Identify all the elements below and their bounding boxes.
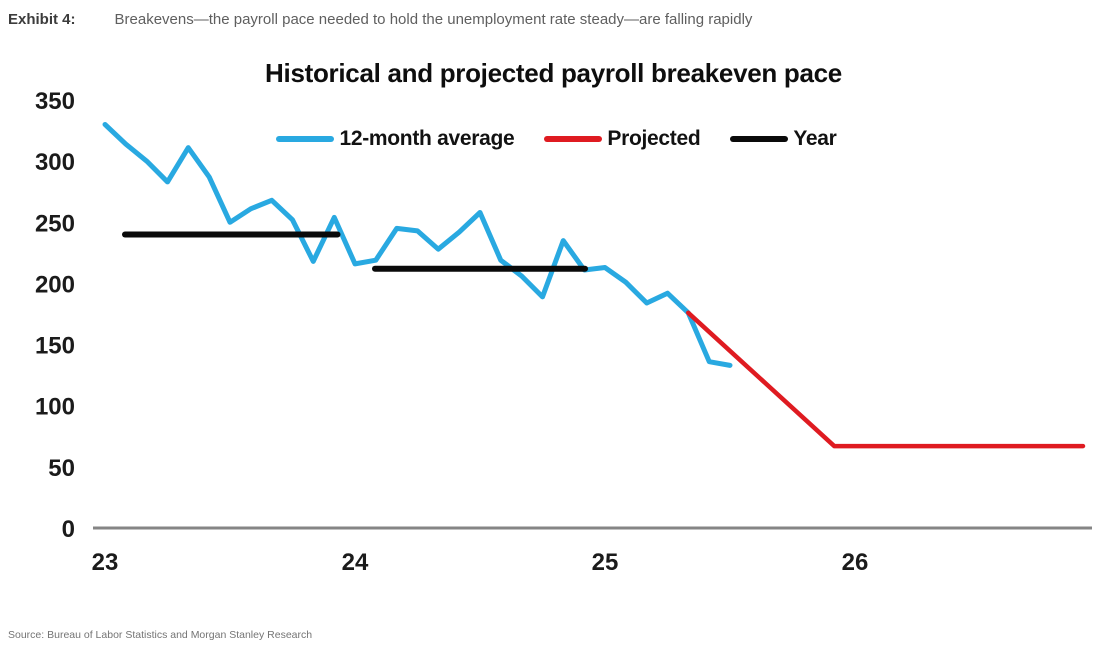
legend-item-year: Year (730, 127, 837, 151)
legend-item-12-month-average: 12-month average (276, 127, 515, 151)
source-note: Source: Bureau of Labor Statistics and M… (8, 629, 313, 641)
chart-legend: 12-month average Projected Year (0, 127, 1107, 151)
legend-line-swatch-red-icon (544, 136, 603, 142)
y-tick-label: 150 (35, 333, 75, 360)
legend-label-year: Year (793, 127, 837, 150)
legend-label-projected: Projected (607, 127, 701, 150)
x-tick-label: 26 (842, 549, 869, 576)
exhibit-header: Exhibit 4: Breakevens—the payroll pace ne… (8, 10, 1098, 30)
x-tick-label: 24 (342, 549, 369, 576)
x-tick-label: 25 (592, 549, 619, 576)
exhibit-label: Exhibit 4: (8, 11, 76, 28)
exhibit-caption: Breakevens—the payroll pace needed to ho… (114, 11, 753, 28)
y-tick-label: 300 (35, 149, 75, 176)
y-tick-label: 0 (62, 516, 75, 543)
legend-label-12-month-average: 12-month average (339, 127, 515, 150)
legend-item-projected: Projected (544, 127, 701, 151)
y-tick-label: 350 (35, 88, 75, 115)
y-tick-label: 200 (35, 271, 75, 298)
series-12-month-average-line (102, 121, 733, 368)
legend-line-swatch-blue-icon (276, 136, 335, 142)
y-tick-label: 100 (35, 394, 75, 421)
y-tick-label: 50 (48, 455, 75, 482)
x-tick-label: 23 (92, 549, 119, 576)
y-tick-label: 250 (35, 210, 75, 237)
chart-title: Historical and projected payroll breakev… (265, 58, 842, 88)
series-projected-line (686, 310, 1086, 449)
legend-line-swatch-black-icon (730, 136, 789, 142)
